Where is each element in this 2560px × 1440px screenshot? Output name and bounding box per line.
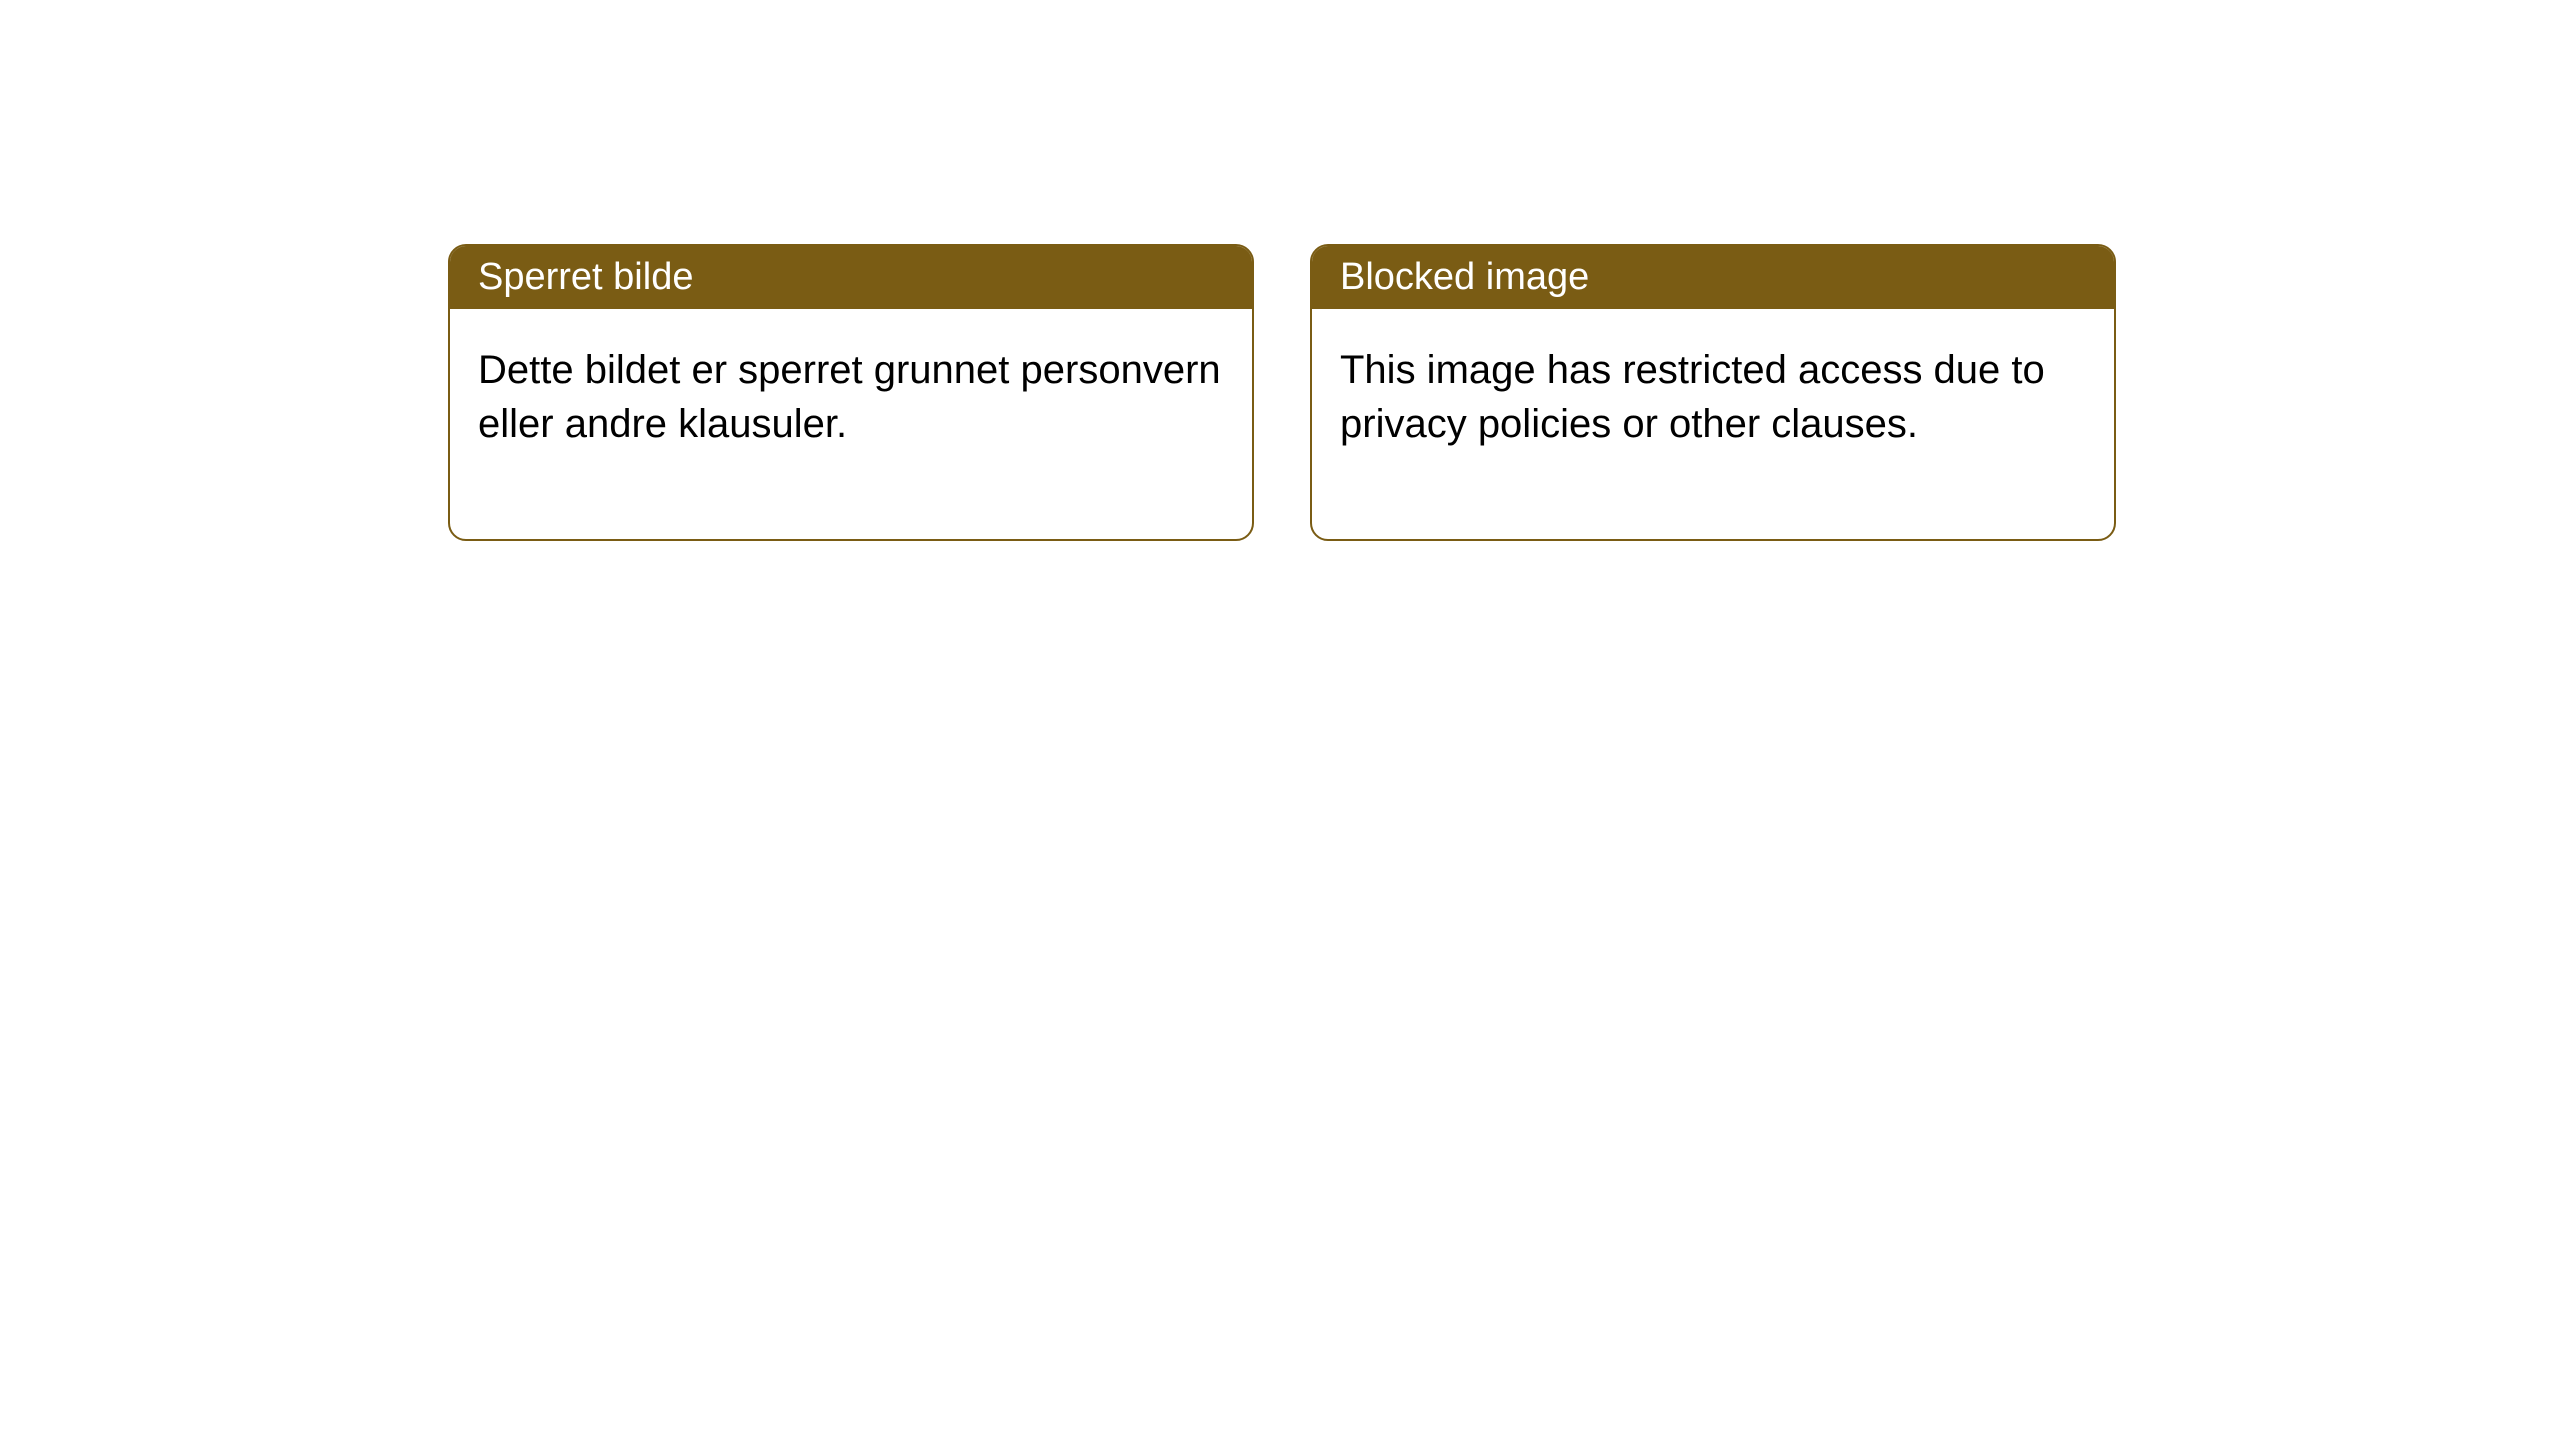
notice-container: Sperret bilde Dette bildet er sperret gr… <box>0 0 2560 541</box>
notice-header-text: Blocked image <box>1340 256 1589 298</box>
notice-card-english: Blocked image This image has restricted … <box>1310 244 2116 541</box>
notice-header: Blocked image <box>1312 246 2114 309</box>
notice-body: Dette bildet er sperret grunnet personve… <box>450 309 1252 539</box>
notice-card-norwegian: Sperret bilde Dette bildet er sperret gr… <box>448 244 1254 541</box>
notice-body-text: This image has restricted access due to … <box>1340 348 2045 446</box>
notice-body-text: Dette bildet er sperret grunnet personve… <box>478 348 1221 446</box>
notice-header: Sperret bilde <box>450 246 1252 309</box>
notice-header-text: Sperret bilde <box>478 256 693 298</box>
notice-body: This image has restricted access due to … <box>1312 309 2114 539</box>
